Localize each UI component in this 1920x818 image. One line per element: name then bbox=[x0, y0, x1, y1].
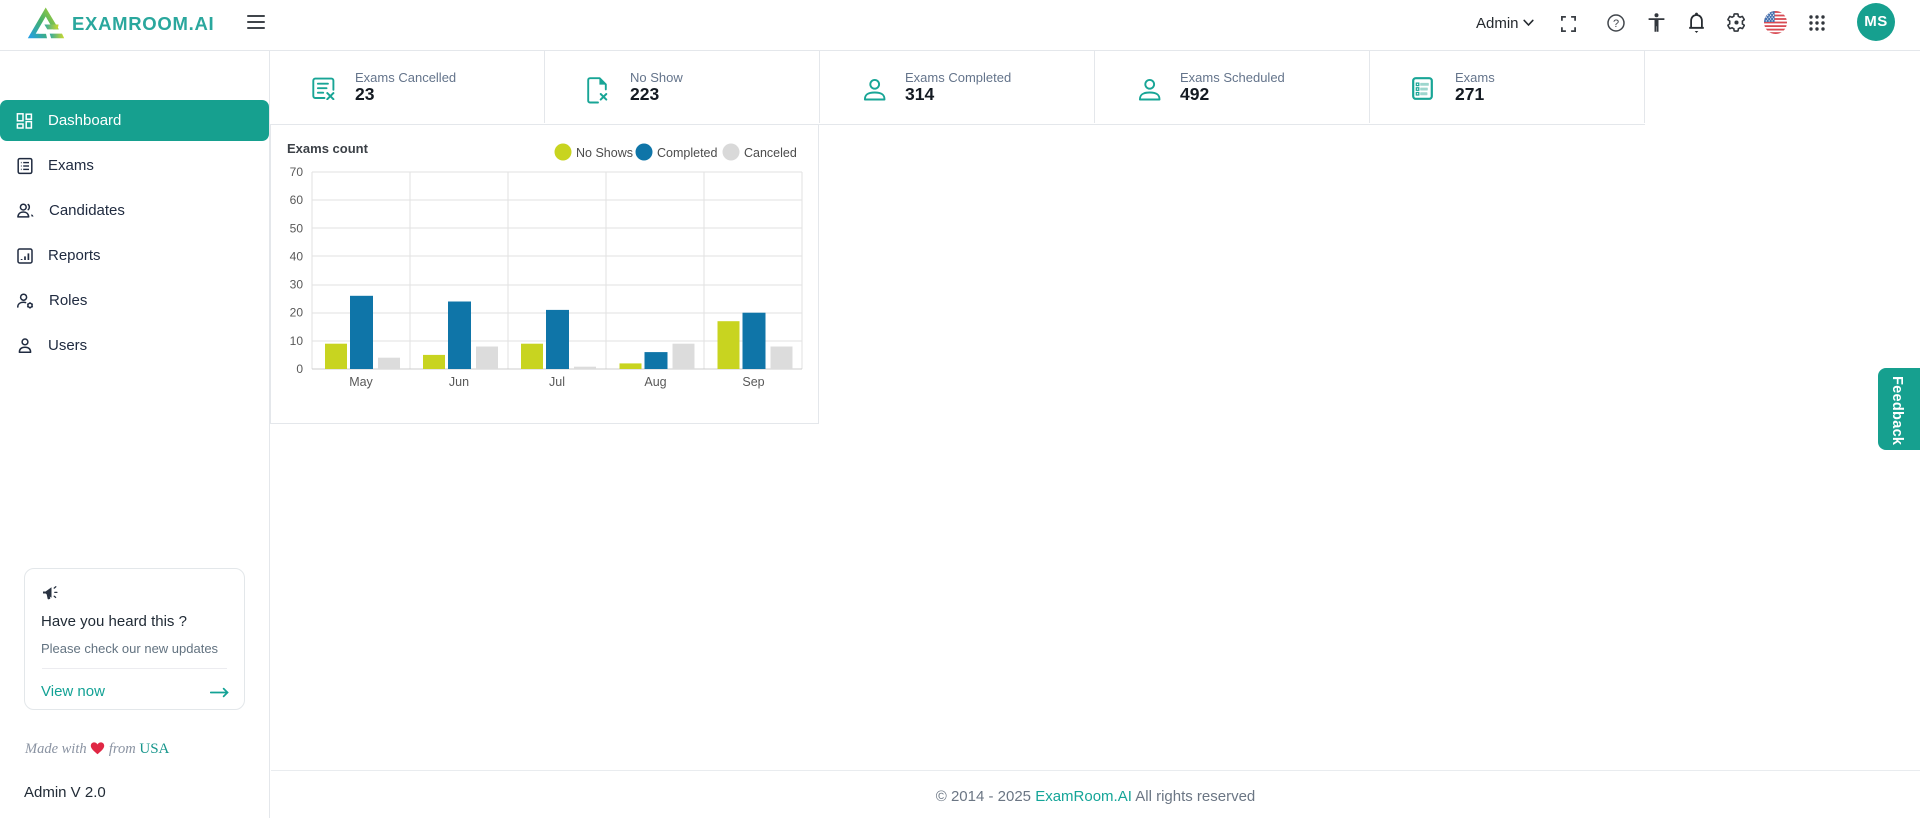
svg-text:?: ? bbox=[1613, 18, 1619, 30]
svg-text:40: 40 bbox=[290, 249, 304, 263]
svg-text:No Shows: No Shows bbox=[576, 146, 633, 160]
svg-text:50: 50 bbox=[290, 221, 304, 235]
svg-text:30: 30 bbox=[290, 278, 304, 292]
svg-text:May: May bbox=[349, 375, 373, 389]
svg-text:0: 0 bbox=[296, 362, 303, 376]
svg-text:Jul: Jul bbox=[549, 375, 565, 389]
svg-text:Aug: Aug bbox=[644, 375, 666, 389]
svg-text:70: 70 bbox=[290, 165, 304, 179]
svg-text:Completed: Completed bbox=[657, 146, 717, 160]
svg-text:20: 20 bbox=[290, 306, 304, 320]
svg-text:10: 10 bbox=[290, 334, 304, 348]
svg-text:Jun: Jun bbox=[449, 375, 469, 389]
svg-text:60: 60 bbox=[290, 193, 304, 207]
svg-text:Canceled: Canceled bbox=[744, 146, 797, 160]
svg-text:Sep: Sep bbox=[742, 375, 764, 389]
